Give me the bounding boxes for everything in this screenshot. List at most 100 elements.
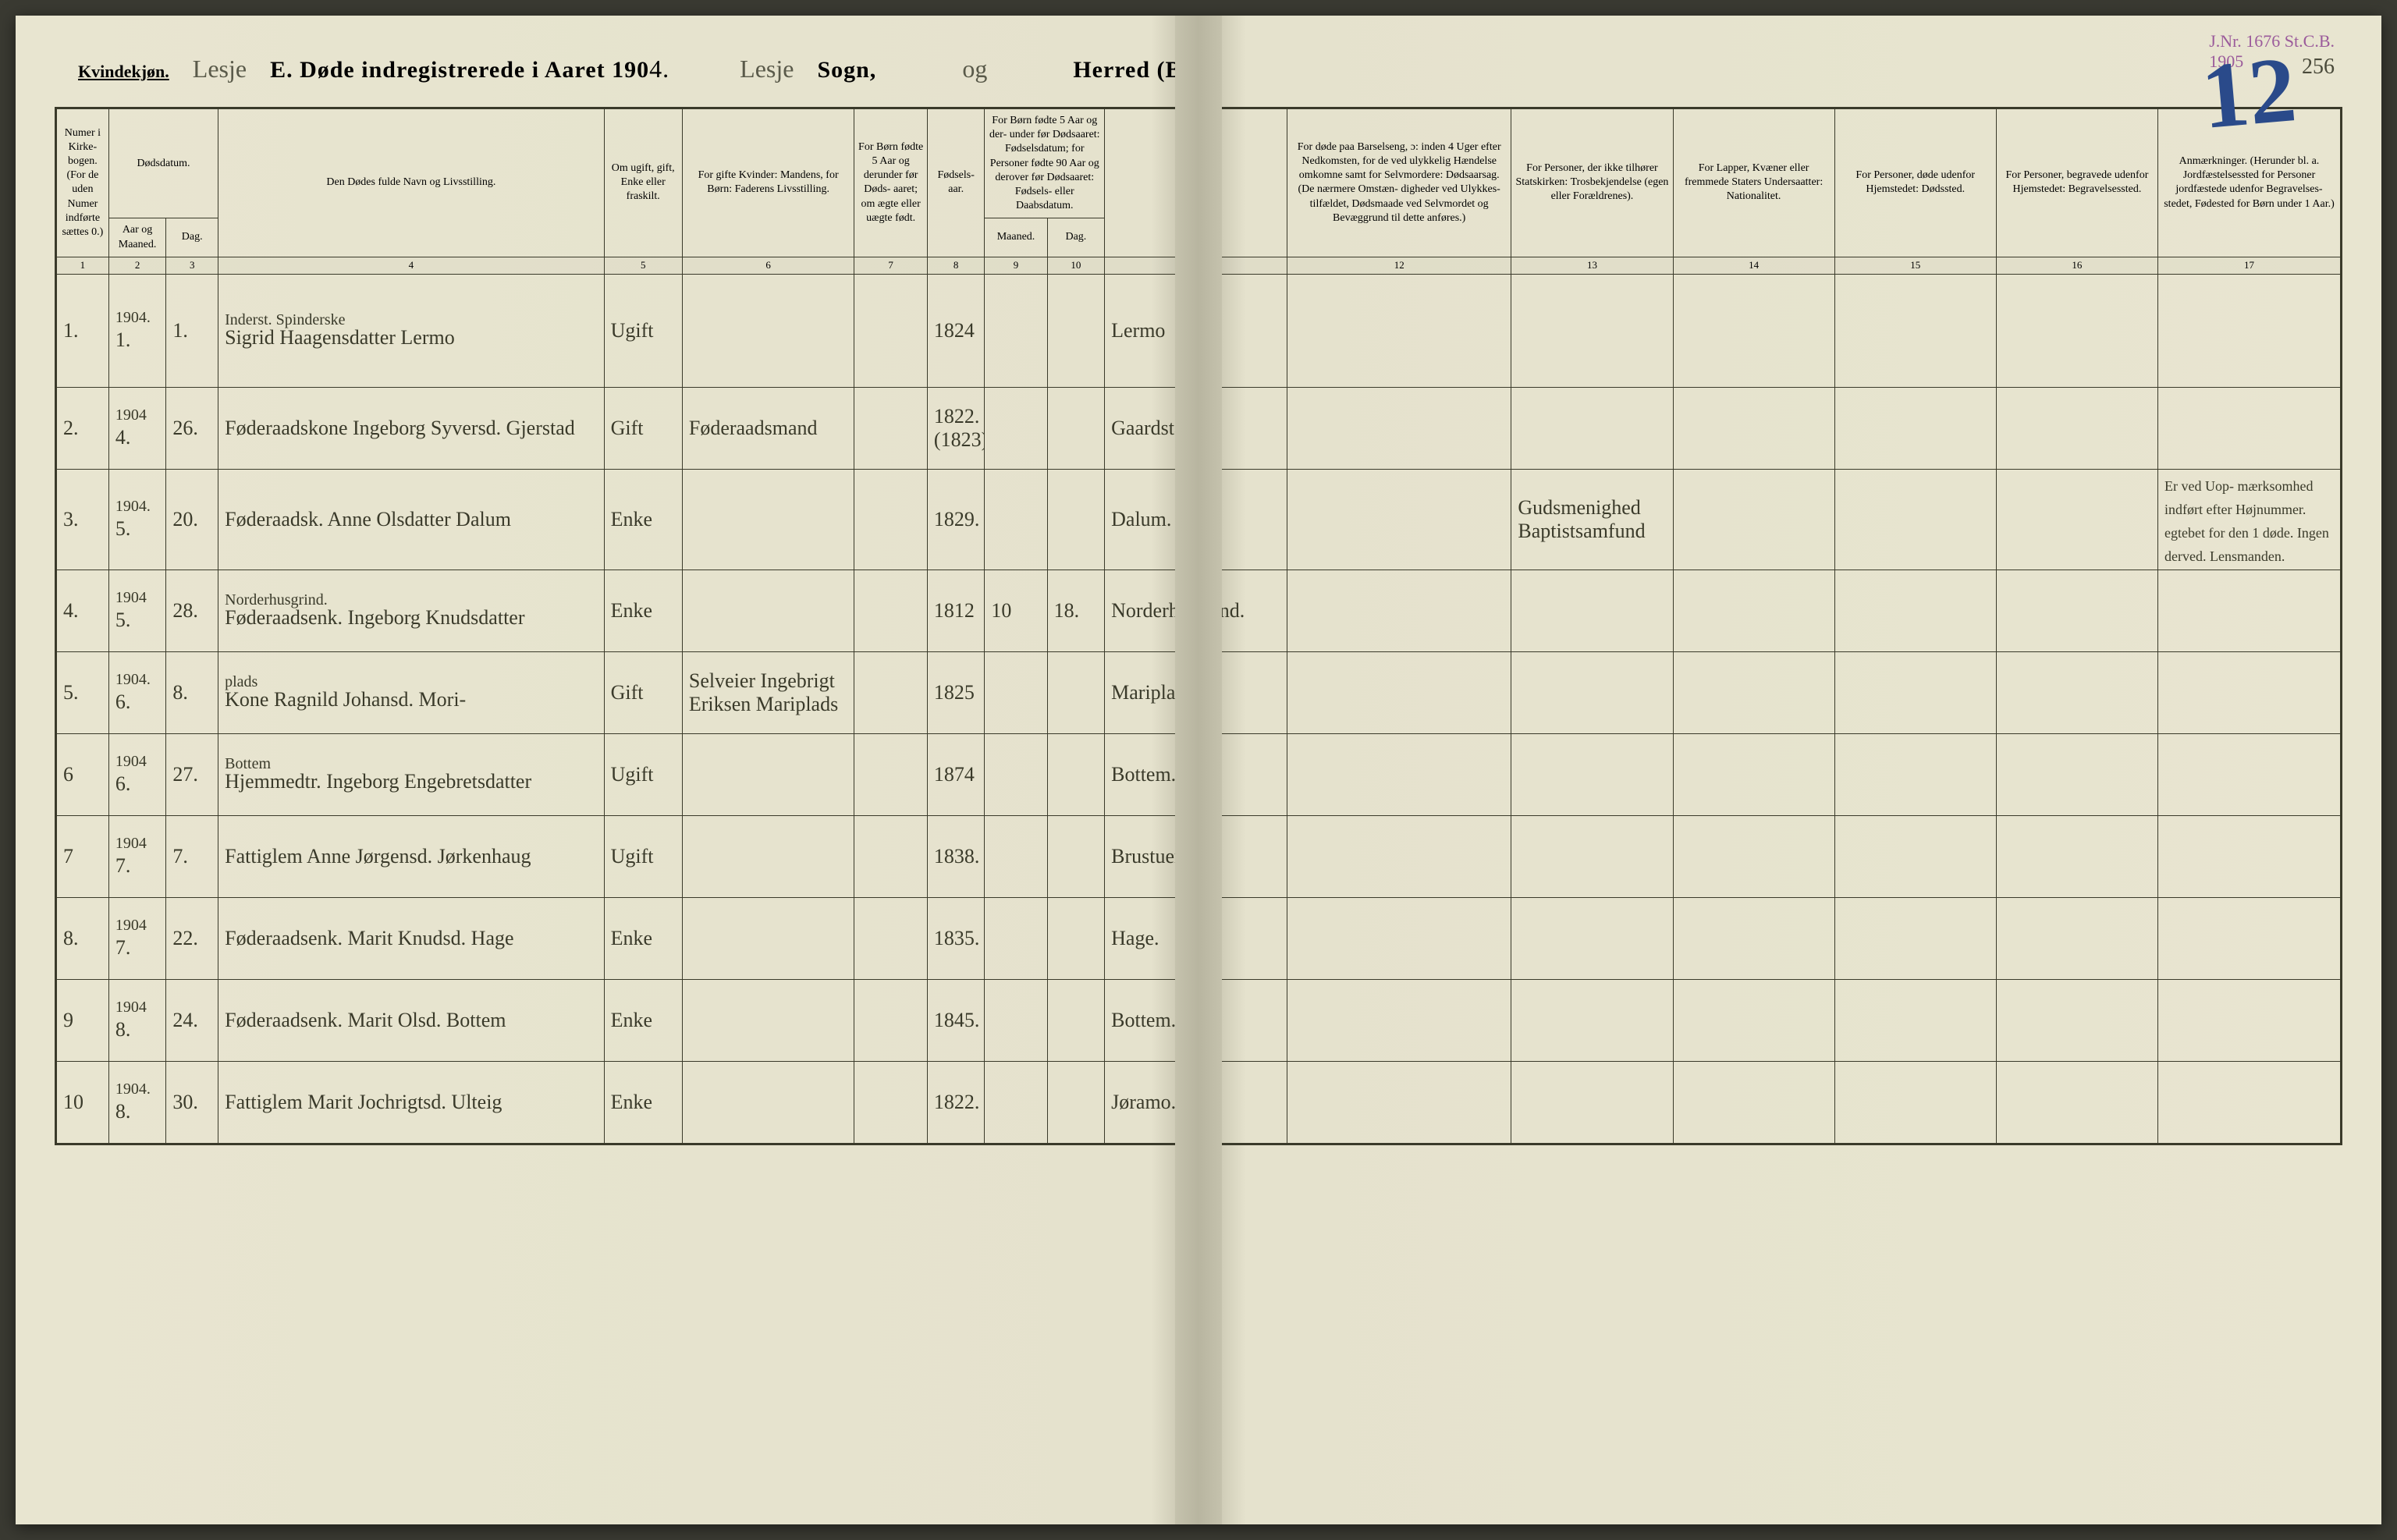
cell	[854, 897, 928, 979]
cell	[854, 1061, 928, 1143]
cell	[1511, 570, 1673, 651]
th-12: For døde paa Barselseng, ɔ: inden 4 Uger…	[1287, 109, 1511, 257]
colnum-9: 9	[985, 257, 1047, 274]
cell	[1287, 1061, 1511, 1143]
cell: 18.	[1047, 570, 1105, 651]
cell	[682, 897, 854, 979]
cell	[1287, 979, 1511, 1061]
cell	[2157, 897, 2340, 979]
cell: 19045.	[108, 570, 166, 651]
cell: 19047.	[108, 897, 166, 979]
cell	[1996, 469, 2157, 570]
title-pre: E. Døde indregistrerede i Aaret 190	[270, 57, 649, 83]
cell: 1.	[166, 274, 218, 387]
colnum-4: 4	[218, 257, 605, 274]
colnum-16: 16	[1996, 257, 2157, 274]
cell	[1673, 733, 1834, 815]
big-cursive-mark: 12	[2197, 35, 2300, 151]
cell	[2157, 733, 2340, 815]
parish-cursive-1: Lesje	[193, 55, 247, 83]
cell	[1047, 1061, 1105, 1143]
cell	[682, 274, 854, 387]
cell: 1829.	[927, 469, 985, 570]
cell: 28.	[166, 570, 218, 651]
parish-cursive-2: Lesje	[740, 55, 794, 83]
cell: Enke	[604, 570, 682, 651]
cell: Ugift	[604, 815, 682, 897]
cell	[1287, 274, 1511, 387]
cell: BottemHjemmedtr. Ingeborg Engebretsdatte…	[218, 733, 605, 815]
th-9-top: For Børn fødte 5 Aar og der- under før D…	[985, 109, 1105, 218]
cell: Føderaadsenk. Marit Olsd. Bottem	[218, 979, 605, 1061]
cell	[1834, 1061, 1996, 1143]
cell	[1511, 979, 1673, 1061]
cell: 10	[57, 1061, 109, 1143]
th-5: Om ugift, gift, Enke eller fraskilt.	[604, 109, 682, 257]
cell: 4.	[57, 570, 109, 651]
colnum-14: 14	[1673, 257, 1834, 274]
cell	[1834, 387, 1996, 469]
page-number-handwritten: 256	[2302, 55, 2335, 80]
cell: 1825	[927, 651, 985, 733]
colnum-15: 15	[1834, 257, 1996, 274]
cell: 3.	[57, 469, 109, 570]
cell	[1673, 651, 1834, 733]
sogn-label: Sogn,	[817, 57, 876, 83]
cell	[854, 733, 928, 815]
cell	[1047, 651, 1105, 733]
colnum-3: 3	[166, 257, 218, 274]
cell	[682, 733, 854, 815]
cell: 1812	[927, 570, 985, 651]
cell	[854, 469, 928, 570]
th-14: For Lapper, Kvæner eller fremmede Stater…	[1673, 109, 1834, 257]
cell	[985, 651, 1047, 733]
cell	[1996, 815, 2157, 897]
cell	[1834, 815, 1996, 897]
cell	[2157, 387, 2340, 469]
cell	[1047, 387, 1105, 469]
cell	[1047, 897, 1105, 979]
cell	[1511, 733, 1673, 815]
cell	[682, 979, 854, 1061]
cell	[1673, 815, 1834, 897]
th-7: For Børn fødte 5 Aar og derunder før Død…	[854, 109, 928, 257]
cell	[1834, 469, 1996, 570]
cell: Ugift	[604, 274, 682, 387]
cell	[1996, 733, 2157, 815]
cell: Norderhusgrind.Føderaadsenk. Ingeborg Kn…	[218, 570, 605, 651]
cell	[1673, 469, 1834, 570]
cell	[1511, 815, 1673, 897]
cell: 19044.	[108, 387, 166, 469]
cell	[682, 1061, 854, 1143]
cell	[1996, 651, 2157, 733]
colnum-12: 12	[1287, 257, 1511, 274]
cell	[1511, 651, 1673, 733]
cell: 8.	[166, 651, 218, 733]
cell: 1874	[927, 733, 985, 815]
cell	[1673, 570, 1834, 651]
cell: Fattiglem Anne Jørgensd. Jørkenhaug	[218, 815, 605, 897]
colnum-8: 8	[927, 257, 985, 274]
cell	[1673, 274, 1834, 387]
cell	[985, 979, 1047, 1061]
cell	[1996, 1061, 2157, 1143]
cell	[2157, 274, 2340, 387]
cell: 1822.	[927, 1061, 985, 1143]
cell: 19047.	[108, 815, 166, 897]
cell: 1822. (1823)	[927, 387, 985, 469]
cell	[1047, 469, 1105, 570]
cell: 1.	[57, 274, 109, 387]
cell: 19046.	[108, 733, 166, 815]
cell	[1287, 897, 1511, 979]
th-2-top: Dødsdatum.	[108, 109, 218, 218]
parish-cursive-3: og	[962, 55, 987, 83]
cell: Enke	[604, 1061, 682, 1143]
th-6: For gifte Kvinder: Mandens, for Børn: Fa…	[682, 109, 854, 257]
cell: 22.	[166, 897, 218, 979]
title-year-fill: 4.	[649, 55, 669, 83]
cell	[1673, 1061, 1834, 1143]
cell: 1904.1.	[108, 274, 166, 387]
cell: Enke	[604, 897, 682, 979]
cell	[985, 274, 1047, 387]
colnum-7: 7	[854, 257, 928, 274]
